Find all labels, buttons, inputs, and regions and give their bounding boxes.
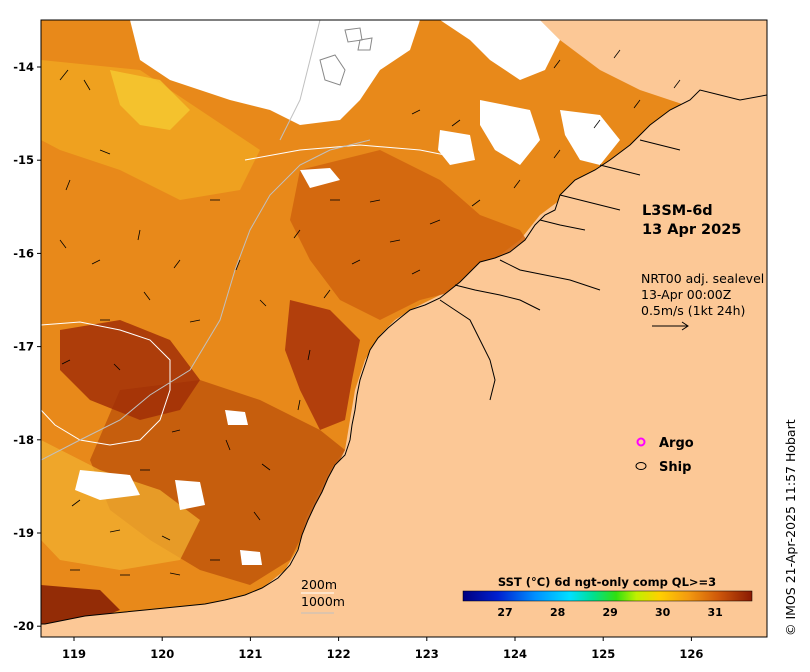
argo-marker-icon xyxy=(636,437,646,447)
hot-patch-west xyxy=(60,320,200,420)
contour-1000m-label: 1000m xyxy=(301,594,345,609)
currents-scale: 0.5m/s (1kt 24h) xyxy=(641,303,745,318)
latitude-axis: -14 -15 -16 -17 -18 -19 -20 xyxy=(13,60,41,633)
cloud-mask xyxy=(75,20,620,565)
lon-tick-label: 126 xyxy=(679,647,703,661)
colorbar-tick-label: 28 xyxy=(550,606,565,619)
lat-tick-label: -20 xyxy=(13,619,34,633)
credit-text: © IMOS 21-Apr-2025 11:57 Hobart xyxy=(783,419,798,636)
lat-tick-label: -14 xyxy=(13,60,34,74)
lon-tick-label: 125 xyxy=(591,647,615,661)
colorbar-tick-label: 30 xyxy=(655,606,671,619)
lon-tick-label: 121 xyxy=(238,647,262,661)
hot-coast-strip xyxy=(285,300,360,430)
product-name: L3SM-6d xyxy=(642,203,713,219)
lon-tick-label: 123 xyxy=(415,647,439,661)
lat-tick-label: -19 xyxy=(13,526,34,540)
lon-tick-label: 122 xyxy=(327,647,351,661)
lat-tick-label: -17 xyxy=(13,340,34,354)
lon-tick-label: 120 xyxy=(150,647,174,661)
map-frame xyxy=(40,19,768,638)
contour-200m-label: 200m xyxy=(301,577,337,592)
coastline-land xyxy=(41,89,767,637)
ship-label: Ship xyxy=(659,460,691,475)
colorbar-ticks: 27 28 29 30 31 xyxy=(497,606,723,619)
colorbar-tick-label: 31 xyxy=(708,606,723,619)
argo-label: Argo xyxy=(659,436,694,451)
lon-tick-label: 124 xyxy=(503,647,527,661)
scale-arrow xyxy=(652,321,689,331)
longitude-axis: 119 120 121 122 123 124 125 126 xyxy=(62,637,703,661)
cool-zone-north xyxy=(41,60,260,200)
lat-tick-label: -15 xyxy=(13,153,34,167)
product-date: 13 Apr 2025 xyxy=(642,222,741,238)
colorbar-tick-label: 27 xyxy=(497,606,512,619)
islands-north xyxy=(319,27,373,86)
colorbar-title: SST (°C) 6d ngt-only comp QL>=3 xyxy=(498,575,716,589)
colorbar-tick-label: 29 xyxy=(602,606,617,619)
cool-zone-yellow xyxy=(110,70,190,130)
lon-tick-label: 119 xyxy=(62,647,86,661)
contour-1000m xyxy=(41,20,371,461)
current-vectors xyxy=(59,49,681,576)
kimberley-inlets xyxy=(439,139,681,401)
ship-marker-icon xyxy=(635,462,647,470)
lat-tick-label: -18 xyxy=(13,433,34,447)
currents-time: 13-Apr 00:00Z xyxy=(641,287,731,302)
currents-source: NRT00 adj. sealevel xyxy=(641,271,764,286)
lat-tick-label: -16 xyxy=(13,246,34,260)
colorbar xyxy=(462,590,753,602)
contour-200m xyxy=(41,144,471,446)
